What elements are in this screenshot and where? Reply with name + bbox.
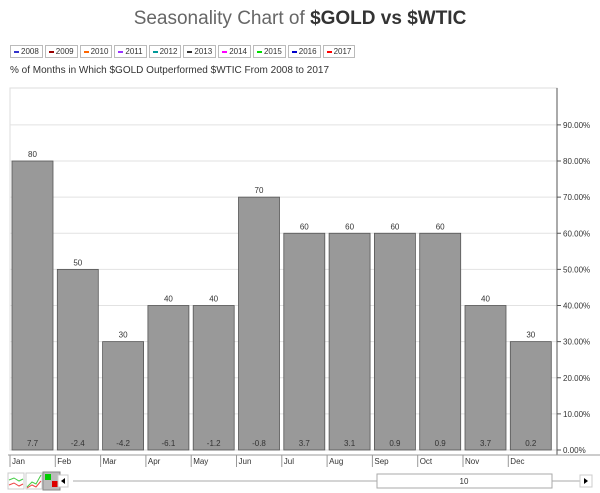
legend-swatch bbox=[152, 50, 158, 53]
bar-Oct bbox=[419, 232, 462, 451]
bar-Jul bbox=[283, 232, 326, 451]
avg-return-label: -0.8 bbox=[252, 439, 266, 448]
bar-value-label: 60 bbox=[436, 222, 445, 231]
x-tick-label: Dec bbox=[510, 457, 524, 466]
legend-item-2014[interactable]: 2014 bbox=[218, 45, 251, 58]
line-chart-icon[interactable] bbox=[7, 472, 25, 490]
legend-swatch bbox=[48, 50, 54, 53]
avg-return-label: 0.9 bbox=[435, 439, 447, 448]
bar-value-label: 60 bbox=[345, 222, 354, 231]
chart-subtitle: % of Months in Which $GOLD Outperformed … bbox=[10, 65, 330, 76]
legend-item-2012[interactable]: 2012 bbox=[148, 45, 182, 58]
bar-value-label: 40 bbox=[481, 295, 490, 304]
y-tick-label: 90.00% bbox=[563, 121, 590, 130]
x-tick-label: Aug bbox=[329, 457, 343, 466]
bar-Dec bbox=[509, 341, 552, 451]
bar-Sep bbox=[373, 232, 416, 451]
bar-value-label: 30 bbox=[526, 331, 535, 340]
x-tick-label: May bbox=[193, 457, 208, 466]
legend-swatch bbox=[256, 50, 262, 53]
x-tick-label: Jul bbox=[284, 457, 294, 466]
y-tick-label: 80.00% bbox=[563, 157, 590, 166]
legend-swatch bbox=[326, 50, 332, 53]
y-tick-label: 10.00% bbox=[563, 410, 590, 419]
legend: 2008 2009 2010 2011 2012 2013 2014 2015 2016 2017 bbox=[10, 45, 356, 58]
avg-return-label: -1.2 bbox=[207, 439, 221, 448]
x-tick-label: Jan bbox=[12, 457, 25, 466]
bar-Jan bbox=[11, 160, 54, 451]
avg-return-label: 3.1 bbox=[344, 439, 356, 448]
bar-May bbox=[192, 305, 235, 451]
bar-Apr bbox=[147, 305, 190, 451]
legend-item-2013[interactable]: 2013 bbox=[183, 45, 217, 58]
legend-swatch bbox=[222, 50, 228, 53]
y-tick-label: 0.00% bbox=[563, 446, 586, 455]
legend-item-2016[interactable]: 2016 bbox=[287, 45, 321, 58]
avg-return-label: 3.7 bbox=[480, 439, 492, 448]
legend-swatch bbox=[187, 50, 193, 53]
avg-return-label: -6.1 bbox=[162, 439, 176, 448]
x-tick-label: Jun bbox=[239, 457, 252, 466]
bar-value-label: 30 bbox=[119, 331, 128, 340]
bar-value-label: 80 bbox=[28, 150, 37, 159]
y-tick-label: 40.00% bbox=[563, 302, 590, 311]
legend-swatch bbox=[14, 50, 19, 53]
x-tick-label: Sep bbox=[374, 457, 389, 466]
bar-Feb bbox=[56, 268, 99, 451]
y-tick-label: 60.00% bbox=[563, 229, 590, 238]
legend-item-2010[interactable]: 2010 bbox=[79, 45, 113, 58]
x-tick-label: Apr bbox=[148, 457, 161, 466]
x-tick-label: Feb bbox=[57, 457, 71, 466]
avg-return-label: 7.7 bbox=[27, 439, 39, 448]
legend-swatch bbox=[118, 50, 124, 53]
bar-value-label: 70 bbox=[255, 186, 264, 195]
legend-item-2009[interactable]: 2009 bbox=[44, 45, 78, 58]
avg-return-label: 0.2 bbox=[525, 439, 537, 448]
chart-title: Seasonality Chart of $GOLD vs $WTIC bbox=[133, 8, 467, 29]
bar-value-label: 60 bbox=[390, 222, 399, 231]
legend-item-2017[interactable]: 2017 bbox=[322, 45, 356, 58]
avg-return-label: -2.4 bbox=[71, 439, 85, 448]
y-tick-label: 30.00% bbox=[563, 338, 590, 347]
legend-swatch bbox=[83, 50, 89, 53]
bar-value-label: 50 bbox=[73, 258, 82, 267]
legend-item-2015[interactable]: 2015 bbox=[252, 45, 286, 58]
x-tick-label: Nov bbox=[465, 457, 479, 466]
x-tick-label: Oct bbox=[420, 457, 433, 466]
x-tick-label: Mar bbox=[103, 457, 117, 466]
bar-value-label: 40 bbox=[164, 295, 173, 304]
legend-item-2008[interactable]: 2008 bbox=[10, 45, 43, 58]
legend-swatch bbox=[291, 50, 297, 53]
legend-item-2011[interactable]: 2011 bbox=[114, 45, 147, 58]
avg-return-label: 0.9 bbox=[389, 439, 401, 448]
bar-Aug bbox=[328, 232, 371, 451]
bar-value-label: 60 bbox=[300, 222, 309, 231]
bar-Mar bbox=[102, 341, 144, 451]
bar-Jun bbox=[238, 196, 280, 451]
avg-return-label: 3.7 bbox=[299, 439, 311, 448]
y-tick-label: 70.00% bbox=[563, 193, 590, 202]
bar-value-label: 40 bbox=[209, 295, 218, 304]
y-tick-label: 20.00% bbox=[563, 374, 590, 383]
slider-value: 10 bbox=[460, 477, 469, 486]
range-slider-handle[interactable] bbox=[376, 473, 553, 489]
y-tick-label: 50.00% bbox=[563, 265, 590, 274]
avg-return-label: -4.2 bbox=[116, 439, 130, 448]
bar-Nov bbox=[464, 305, 507, 451]
